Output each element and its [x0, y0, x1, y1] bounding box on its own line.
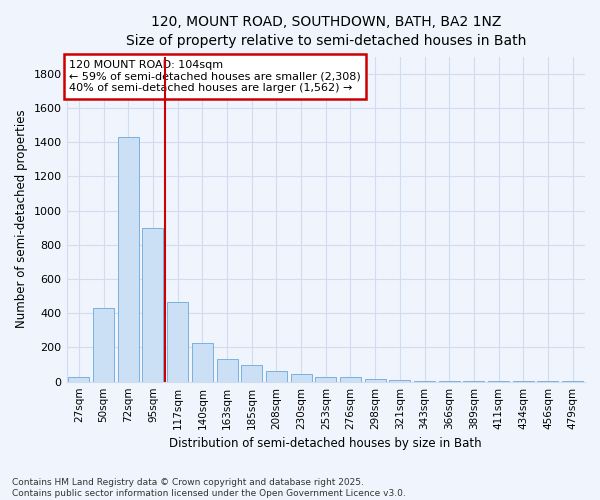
Title: 120, MOUNT ROAD, SOUTHDOWN, BATH, BA2 1NZ
Size of property relative to semi-deta: 120, MOUNT ROAD, SOUTHDOWN, BATH, BA2 1N… — [125, 15, 526, 48]
Bar — [365, 379, 386, 382]
Bar — [439, 381, 460, 382]
Y-axis label: Number of semi-detached properties: Number of semi-detached properties — [15, 110, 28, 328]
Bar — [463, 381, 484, 382]
Text: Contains HM Land Registry data © Crown copyright and database right 2025.
Contai: Contains HM Land Registry data © Crown c… — [12, 478, 406, 498]
Bar — [315, 376, 336, 382]
Bar — [118, 137, 139, 382]
Bar — [142, 228, 163, 382]
Bar — [266, 372, 287, 382]
Bar — [192, 343, 213, 382]
Bar — [167, 302, 188, 382]
Text: 120 MOUNT ROAD: 104sqm
← 59% of semi-detached houses are smaller (2,308)
40% of : 120 MOUNT ROAD: 104sqm ← 59% of semi-det… — [69, 60, 361, 93]
Bar — [93, 308, 114, 382]
Bar — [217, 358, 238, 382]
Bar — [68, 376, 89, 382]
Bar — [414, 381, 435, 382]
Bar — [241, 366, 262, 382]
X-axis label: Distribution of semi-detached houses by size in Bath: Distribution of semi-detached houses by … — [169, 437, 482, 450]
Bar — [340, 378, 361, 382]
Bar — [290, 374, 311, 382]
Bar — [389, 380, 410, 382]
